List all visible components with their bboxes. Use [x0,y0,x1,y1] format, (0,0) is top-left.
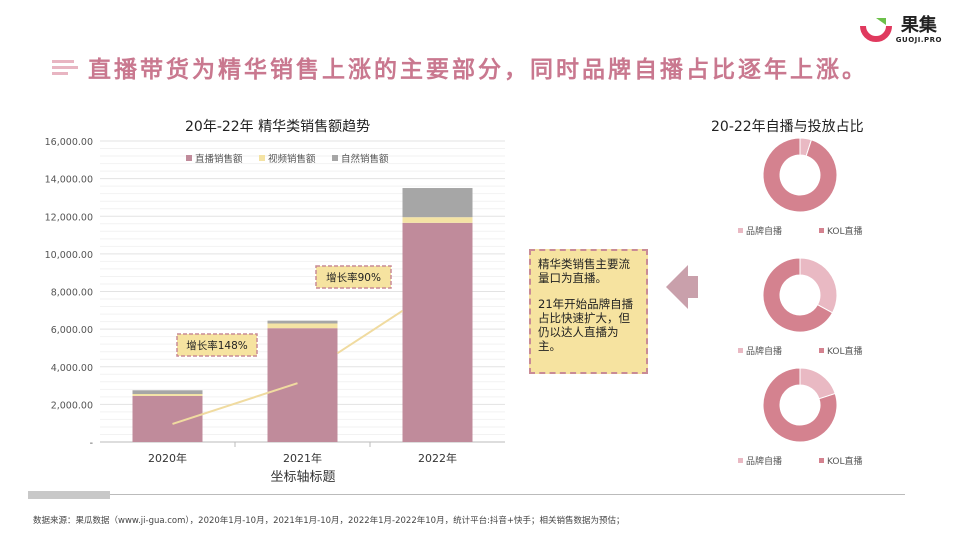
y-tick-label: 4,000.00 [51,363,93,374]
bar-0-1 [267,328,338,442]
x-tick-label: 2020年 [148,451,187,465]
growth-rate-box [315,265,392,289]
legend-swatch [738,348,743,353]
logo-en: GUOJI.PRO [895,36,942,44]
y-tick-label: 2,000.00 [51,400,93,411]
bar-1-0 [132,394,203,396]
headline-text: 直播带货为精华销售上涨的主要部分，同时品牌自播占比逐年上涨。 [88,57,868,83]
legend-label: 品牌自播 [746,225,782,237]
bar-2-0 [132,390,203,395]
growth-rate-label: 增长率148% [186,339,248,352]
x-tick-label: 2022年 [418,451,457,465]
legend-label: 直播销售额 [195,153,243,165]
bar-0-2 [402,222,473,442]
y-tick-label: 14,000.00 [45,175,93,186]
footer-accent-bar [28,491,110,499]
growth-rate-label: 增长率90% [326,271,381,284]
bar-chart-title: 20年-22年 精华类销售额趋势 [185,119,371,135]
callout-para-1: 精华类销售主要流量口为直播。 [538,257,630,285]
donut-chart-1: 品牌自播 KOL直播 [738,137,863,237]
footer-line [28,494,905,495]
logo-icon [859,18,892,42]
legend-label: 品牌自播 [746,345,782,357]
legend-swatch [738,228,743,233]
menu-lines-icon [52,60,78,75]
bar-1-1 [267,323,338,329]
y-tick-label: 6,000.00 [51,325,93,336]
legend-label: KOL直播 [827,455,863,467]
legend-label: 自然销售额 [341,153,389,165]
bar-chart: - 2,000.00 4,000.00 6,000.00 8,000.00 10,000.… [45,137,505,485]
legend-label: KOL直播 [827,225,863,237]
y-tick-label: 10,000.00 [45,250,93,261]
bar-2-2 [402,188,473,218]
legend-label: 视频销售额 [268,153,316,165]
legend-swatch [259,155,265,161]
bar-0-0 [132,395,203,442]
x-axis-label: 坐标轴标题 [270,470,335,485]
headline: 直播带货为精华销售上涨的主要部分，同时品牌自播占比逐年上涨。 [52,50,868,84]
y-tick-label: 8,000.00 [51,288,93,299]
growth-trend-line [336,309,404,355]
y-tick-label: 12,000.00 [45,212,93,223]
donut-slice-kol [762,367,838,443]
legend-label: 品牌自播 [746,455,782,467]
legend-swatch [332,155,338,161]
legend-label: KOL直播 [827,345,863,357]
growth-trend-line [172,382,298,425]
donut-slice-kol [762,137,838,213]
x-tick-label: 2021年 [283,451,322,465]
bar-1-2 [402,217,473,223]
left-arrow-icon [666,265,698,309]
growth-rate-box [176,333,258,357]
legend-swatch [186,155,192,161]
donut-chart-3: 品牌自播 KOL直播 [738,367,863,467]
y-tick-label: 16,000.00 [45,137,93,148]
donut-section-title: 20-22年自播与投放占比 [711,119,864,135]
donut-slice-kol [762,257,834,333]
logo-cn: 果集 [900,15,937,36]
legend-swatch [819,458,824,463]
legend-swatch [819,348,824,353]
callout-para-2: 21年开始品牌自播占比快速扩大，但仍以达人直播为主。 [538,297,634,353]
y-tick-label: - [90,438,93,449]
legend-swatch [738,458,743,463]
brand-logo: 果集 GUOJI.PRO [859,15,942,44]
donut-chart-2: 品牌自播 KOL直播 [738,257,863,357]
insight-callout: 精华类销售主要流量口为直播。 21年开始品牌自播占比快速扩大，但仍以达人直播为主… [529,249,648,374]
data-source-note: 数据来源：果瓜数据（www.ji-gua.com），2020年1月-10月，20… [33,516,625,526]
donut-slice-self [799,367,836,400]
bar-2-1 [267,320,338,324]
legend-swatch [819,228,824,233]
